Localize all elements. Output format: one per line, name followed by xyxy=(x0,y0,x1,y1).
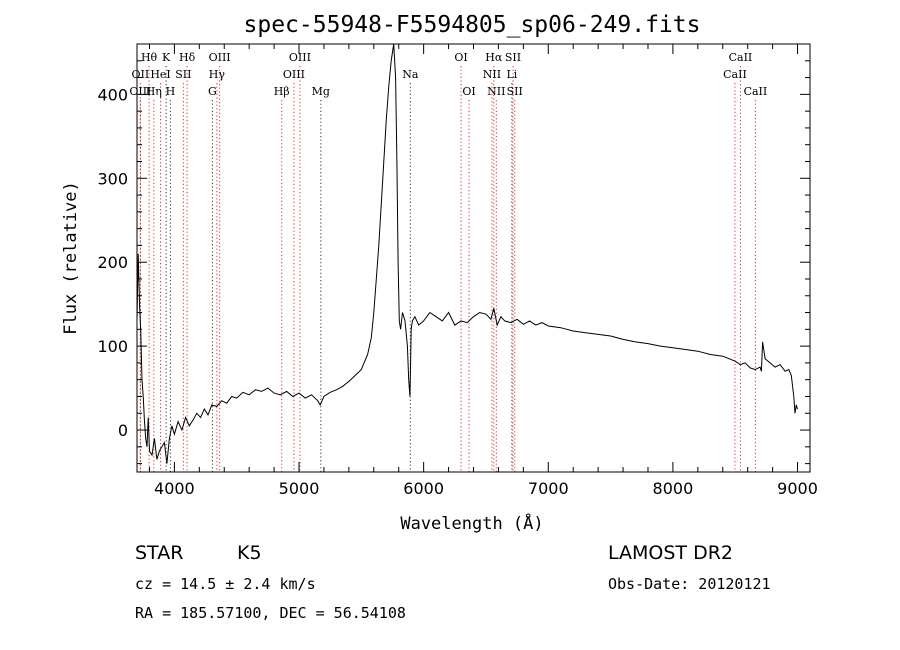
spectral-line-label: CaII xyxy=(744,85,768,98)
y-tick-label: 300 xyxy=(97,169,128,188)
redshift-readout: cz = 14.5 ± 2.4 km/s xyxy=(135,575,316,593)
flux-series-line xyxy=(136,43,798,464)
x-axis-ticks: 4000 5000 6000 7000 8000 9000 xyxy=(148,44,818,498)
x-tick-label: 7000 xyxy=(528,479,569,498)
spectral-line-label: SII xyxy=(175,68,191,81)
coordinates: RA = 185.57100, DEC = 56.54108 xyxy=(135,604,406,622)
spectral-subclass: K5 xyxy=(237,542,262,564)
obs-date: Obs-Date: 20120121 xyxy=(608,575,771,593)
spectral-line-label: OI xyxy=(454,51,467,64)
spectral-line-label: CaII xyxy=(723,68,747,81)
spectral-line-label: OIII xyxy=(289,51,311,64)
spectral-line-label: Hβ xyxy=(274,85,290,98)
spectral-line-label: G xyxy=(208,85,217,98)
spectral-line-label: Mg xyxy=(312,85,330,98)
spectral-line-label: OI xyxy=(462,85,475,98)
x-tick-label: 4000 xyxy=(154,479,195,498)
spectral-line-label: Li xyxy=(506,68,517,81)
spectral-line-label: OIII xyxy=(283,68,305,81)
spectral-line-label: Na xyxy=(402,68,419,81)
spectral-line-label: H xyxy=(166,85,176,98)
x-tick-label: 8000 xyxy=(653,479,694,498)
spectral-line-label: OIII xyxy=(209,51,231,64)
spectral-line-label: Hα xyxy=(485,51,503,64)
spectral-line-label: SII xyxy=(507,85,523,98)
spectral-line-label: NII xyxy=(487,85,505,98)
y-axis-ticks: 0 100 200 300 400 xyxy=(97,43,810,465)
spectral-line-label: NII xyxy=(483,68,501,81)
spectral-line-label: HeI xyxy=(150,68,170,81)
x-axis-label: Wavelength (Å) xyxy=(400,512,543,534)
spectral-line-markers xyxy=(139,66,756,472)
spectral-line-label: Hδ xyxy=(179,51,196,64)
y-tick-label: 100 xyxy=(97,337,128,356)
y-axis-label: Flux (relative) xyxy=(61,181,81,335)
y-tick-label: 0 xyxy=(118,421,128,440)
plot-frame xyxy=(136,43,811,473)
chart-title: spec-55948-F5594805_sp06-249.fits xyxy=(244,12,701,38)
spectral-line-label: Hγ xyxy=(209,68,226,81)
spectral-line-label: Hθ xyxy=(141,51,158,64)
spectral-line-label: Hη xyxy=(146,85,162,98)
spectral-line-label: K xyxy=(162,51,171,64)
spectral-line-label: CaII xyxy=(729,51,753,64)
y-tick-label: 200 xyxy=(97,253,128,272)
x-tick-label: 9000 xyxy=(777,479,818,498)
x-tick-label: 5000 xyxy=(279,479,320,498)
x-tick-label: 6000 xyxy=(403,479,444,498)
y-tick-label: 400 xyxy=(97,85,128,104)
spectral-line-label: SII xyxy=(505,51,521,64)
object-class: STAR xyxy=(135,542,183,564)
spectral-line-label: OII xyxy=(132,68,150,81)
survey-name: LAMOST DR2 xyxy=(608,542,733,564)
